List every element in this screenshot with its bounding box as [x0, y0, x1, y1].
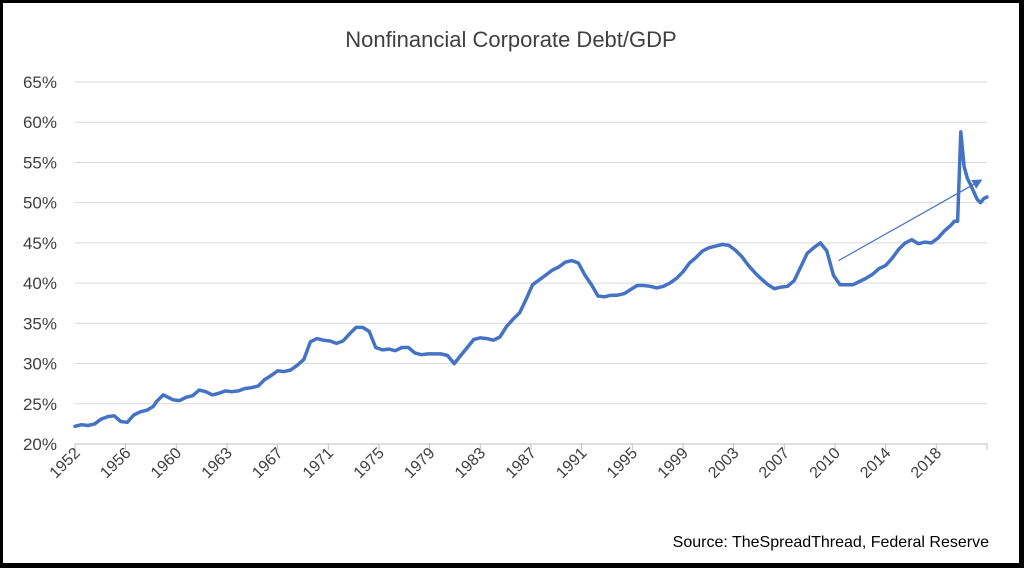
series-layer	[73, 130, 989, 429]
x-tick-label: 2007	[756, 445, 793, 482]
y-tick-label: 60%	[23, 113, 57, 132]
x-tick-label: 1967	[249, 445, 286, 482]
y-tick-label: 50%	[23, 194, 57, 213]
x-tick-label: 1987	[503, 445, 540, 482]
y-tick-label: 40%	[23, 274, 57, 293]
y-axis: 20% 25% 30% 35% 40% 45% 50% 55% 60% 65%	[23, 73, 57, 454]
x-tick-label: 1999	[655, 445, 692, 482]
x-tick-label: 2003	[705, 445, 742, 482]
y-tick-label: 65%	[23, 73, 57, 92]
x-tick-label: 1963	[199, 445, 236, 482]
x-tick-label: 2014	[857, 445, 894, 482]
x-tick-label: 1979	[401, 445, 438, 482]
x-axis-ticks: 1952 1956 1960 1963 1967 1971 1975 1979 1983 1987…	[47, 444, 988, 482]
x-tick-label: 1983	[452, 445, 489, 482]
y-tick-label: 25%	[23, 395, 57, 414]
source-note: Source: TheSpreadThread, Federal Reserve	[673, 534, 989, 551]
x-tick-label: 1995	[604, 445, 641, 482]
x-tick-label: 1960	[148, 445, 185, 482]
line-chart: 20%25%30%35%40%45%50%55%60%65% 1952 1956 1…	[23, 27, 989, 551]
chart-frame: 20% 25% 30% 35% 40% 45% 50% 55% 60% 65% 1952 1956 1…	[3, 3, 1019, 563]
y-tick-label: 35%	[23, 314, 57, 333]
x-tick-label: 1991	[553, 445, 590, 482]
x-tick-label: 2010	[807, 445, 844, 482]
trend-arrow	[838, 179, 983, 262]
y-tick-label: 20%	[23, 435, 57, 454]
y-tick-label: 30%	[23, 355, 57, 374]
x-tick-label: 1971	[300, 445, 337, 482]
x-tick-label: 1956	[97, 445, 134, 482]
x-tick-label: 1975	[351, 445, 388, 482]
x-tick-label: 2018	[908, 445, 945, 482]
gridlines	[75, 81, 987, 405]
y-tick-label: 45%	[23, 234, 57, 253]
chart-title: Nonfinancial Corporate Debt/GDP	[345, 27, 676, 52]
y-tick-label: 55%	[23, 153, 57, 172]
series-line	[73, 130, 989, 429]
